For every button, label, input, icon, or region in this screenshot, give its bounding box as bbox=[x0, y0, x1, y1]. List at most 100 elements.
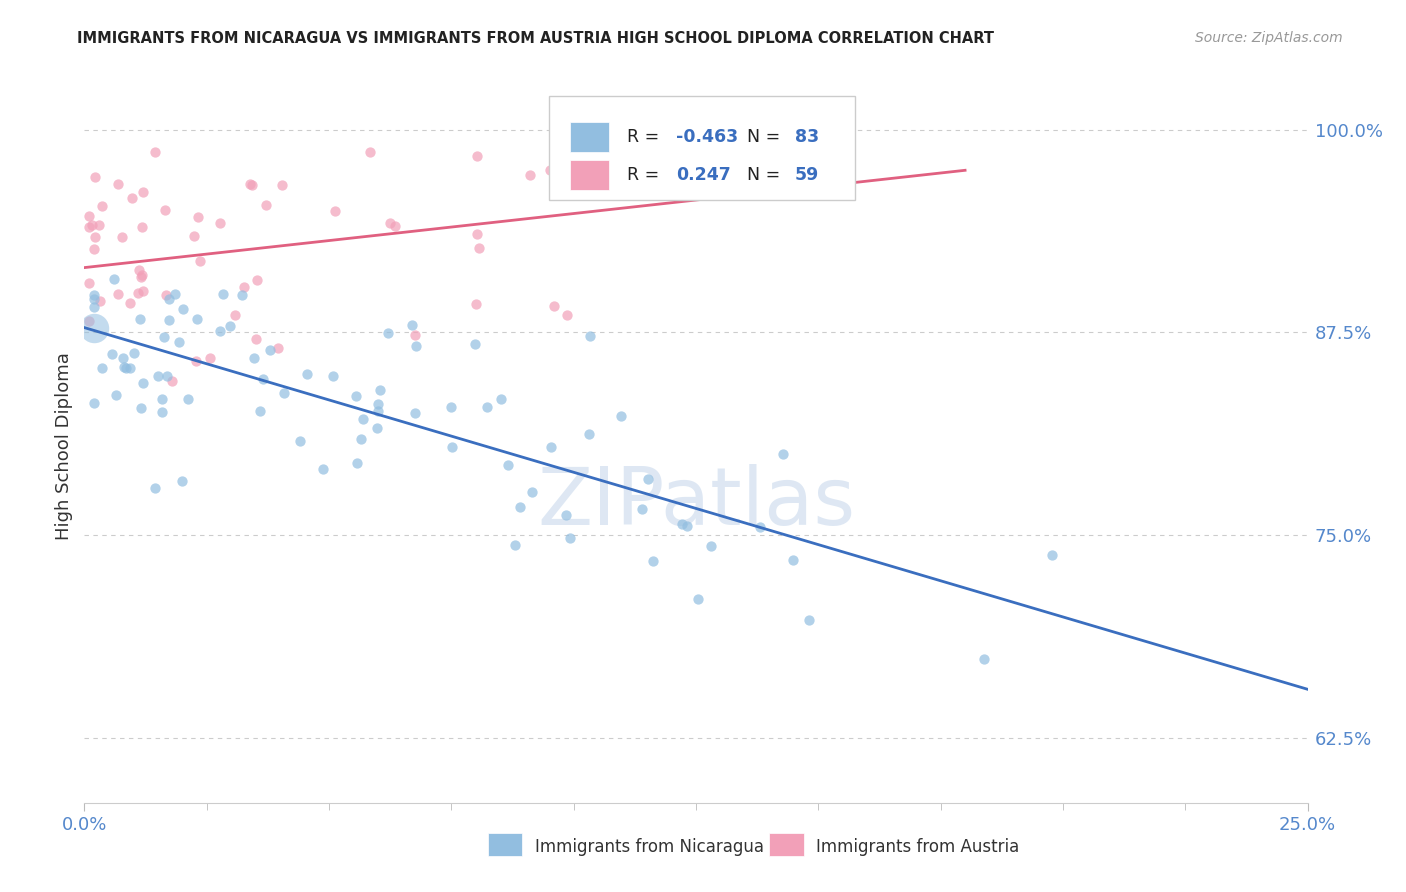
Point bbox=[118, 296, 141, 310]
Point bbox=[77, 277, 100, 291]
Text: R =: R = bbox=[627, 128, 665, 146]
Point bbox=[198, 351, 221, 366]
Point bbox=[224, 308, 246, 322]
Point bbox=[110, 230, 132, 244]
FancyBboxPatch shape bbox=[569, 122, 609, 152]
Point bbox=[346, 456, 368, 470]
Point bbox=[509, 500, 531, 515]
Point bbox=[367, 404, 389, 418]
Point bbox=[239, 177, 262, 191]
Point bbox=[121, 191, 143, 205]
Point bbox=[131, 268, 153, 283]
Point bbox=[243, 351, 266, 366]
Point bbox=[90, 360, 112, 375]
Point bbox=[157, 292, 180, 306]
Text: Source: ZipAtlas.com: Source: ZipAtlas.com bbox=[1195, 31, 1343, 45]
Point bbox=[132, 185, 155, 199]
Point bbox=[465, 297, 488, 311]
Point bbox=[475, 401, 498, 415]
Point bbox=[170, 474, 193, 488]
Point bbox=[370, 383, 392, 397]
Point bbox=[157, 313, 180, 327]
Point bbox=[111, 351, 134, 366]
Point bbox=[384, 219, 406, 233]
Point bbox=[377, 326, 399, 340]
Point bbox=[146, 368, 169, 383]
Point bbox=[349, 432, 371, 446]
Text: 83: 83 bbox=[794, 128, 820, 146]
Point bbox=[80, 218, 103, 232]
Point bbox=[232, 280, 254, 294]
Point bbox=[401, 318, 423, 332]
Point bbox=[209, 216, 232, 230]
Point bbox=[496, 458, 519, 472]
Text: IMMIGRANTS FROM NICARAGUA VS IMMIGRANTS FROM AUSTRIA HIGH SCHOOL DIPLOMA CORRELA: IMMIGRANTS FROM NICARAGUA VS IMMIGRANTS … bbox=[77, 31, 994, 46]
Point bbox=[623, 153, 645, 168]
Point bbox=[522, 484, 544, 499]
Point bbox=[143, 481, 166, 495]
Point bbox=[105, 387, 128, 401]
Point bbox=[131, 401, 153, 415]
Point bbox=[77, 220, 100, 235]
Point bbox=[184, 353, 207, 368]
Point bbox=[637, 472, 659, 486]
Point bbox=[579, 131, 602, 145]
Point bbox=[83, 242, 105, 256]
Text: N =: N = bbox=[748, 128, 786, 146]
Point bbox=[153, 202, 176, 217]
Point bbox=[540, 440, 562, 454]
Point bbox=[686, 591, 709, 606]
Point bbox=[219, 318, 242, 333]
Point bbox=[208, 325, 231, 339]
Point bbox=[83, 230, 105, 244]
Point bbox=[367, 397, 389, 411]
Point bbox=[245, 332, 267, 346]
Point bbox=[79, 314, 101, 328]
Text: ZIPatlas: ZIPatlas bbox=[537, 464, 855, 542]
Point bbox=[186, 312, 208, 326]
Point bbox=[90, 199, 112, 213]
Point bbox=[578, 427, 600, 442]
Point bbox=[323, 203, 346, 218]
Point bbox=[404, 328, 426, 343]
Point bbox=[240, 178, 263, 193]
Point bbox=[820, 157, 842, 171]
Point bbox=[107, 286, 129, 301]
Point bbox=[797, 171, 820, 186]
Point bbox=[83, 288, 105, 302]
Text: Immigrants from Austria: Immigrants from Austria bbox=[815, 838, 1019, 856]
Point bbox=[155, 287, 177, 301]
FancyBboxPatch shape bbox=[488, 833, 522, 856]
Point bbox=[77, 209, 100, 223]
Point bbox=[271, 178, 294, 192]
Point bbox=[183, 229, 205, 244]
Point bbox=[441, 440, 464, 454]
Point bbox=[103, 271, 125, 285]
Point bbox=[558, 531, 581, 545]
Point bbox=[554, 508, 576, 523]
Point bbox=[127, 286, 149, 301]
Point bbox=[150, 404, 173, 418]
Point bbox=[246, 273, 269, 287]
Point bbox=[84, 170, 107, 185]
Point bbox=[468, 241, 491, 255]
Point bbox=[749, 520, 772, 534]
Point bbox=[797, 613, 820, 627]
Point bbox=[132, 376, 155, 391]
Point bbox=[973, 652, 995, 666]
Point bbox=[631, 502, 654, 516]
Point bbox=[641, 554, 664, 568]
Point bbox=[115, 361, 138, 376]
Point bbox=[252, 372, 274, 386]
Point bbox=[267, 341, 290, 355]
Point bbox=[579, 329, 602, 343]
Point bbox=[519, 168, 541, 182]
Point bbox=[273, 385, 295, 400]
Point bbox=[83, 292, 105, 306]
Point bbox=[1040, 548, 1063, 562]
Point bbox=[156, 369, 179, 384]
Point bbox=[120, 361, 142, 376]
Point bbox=[366, 421, 388, 435]
Point bbox=[378, 216, 401, 230]
Point bbox=[167, 335, 190, 350]
